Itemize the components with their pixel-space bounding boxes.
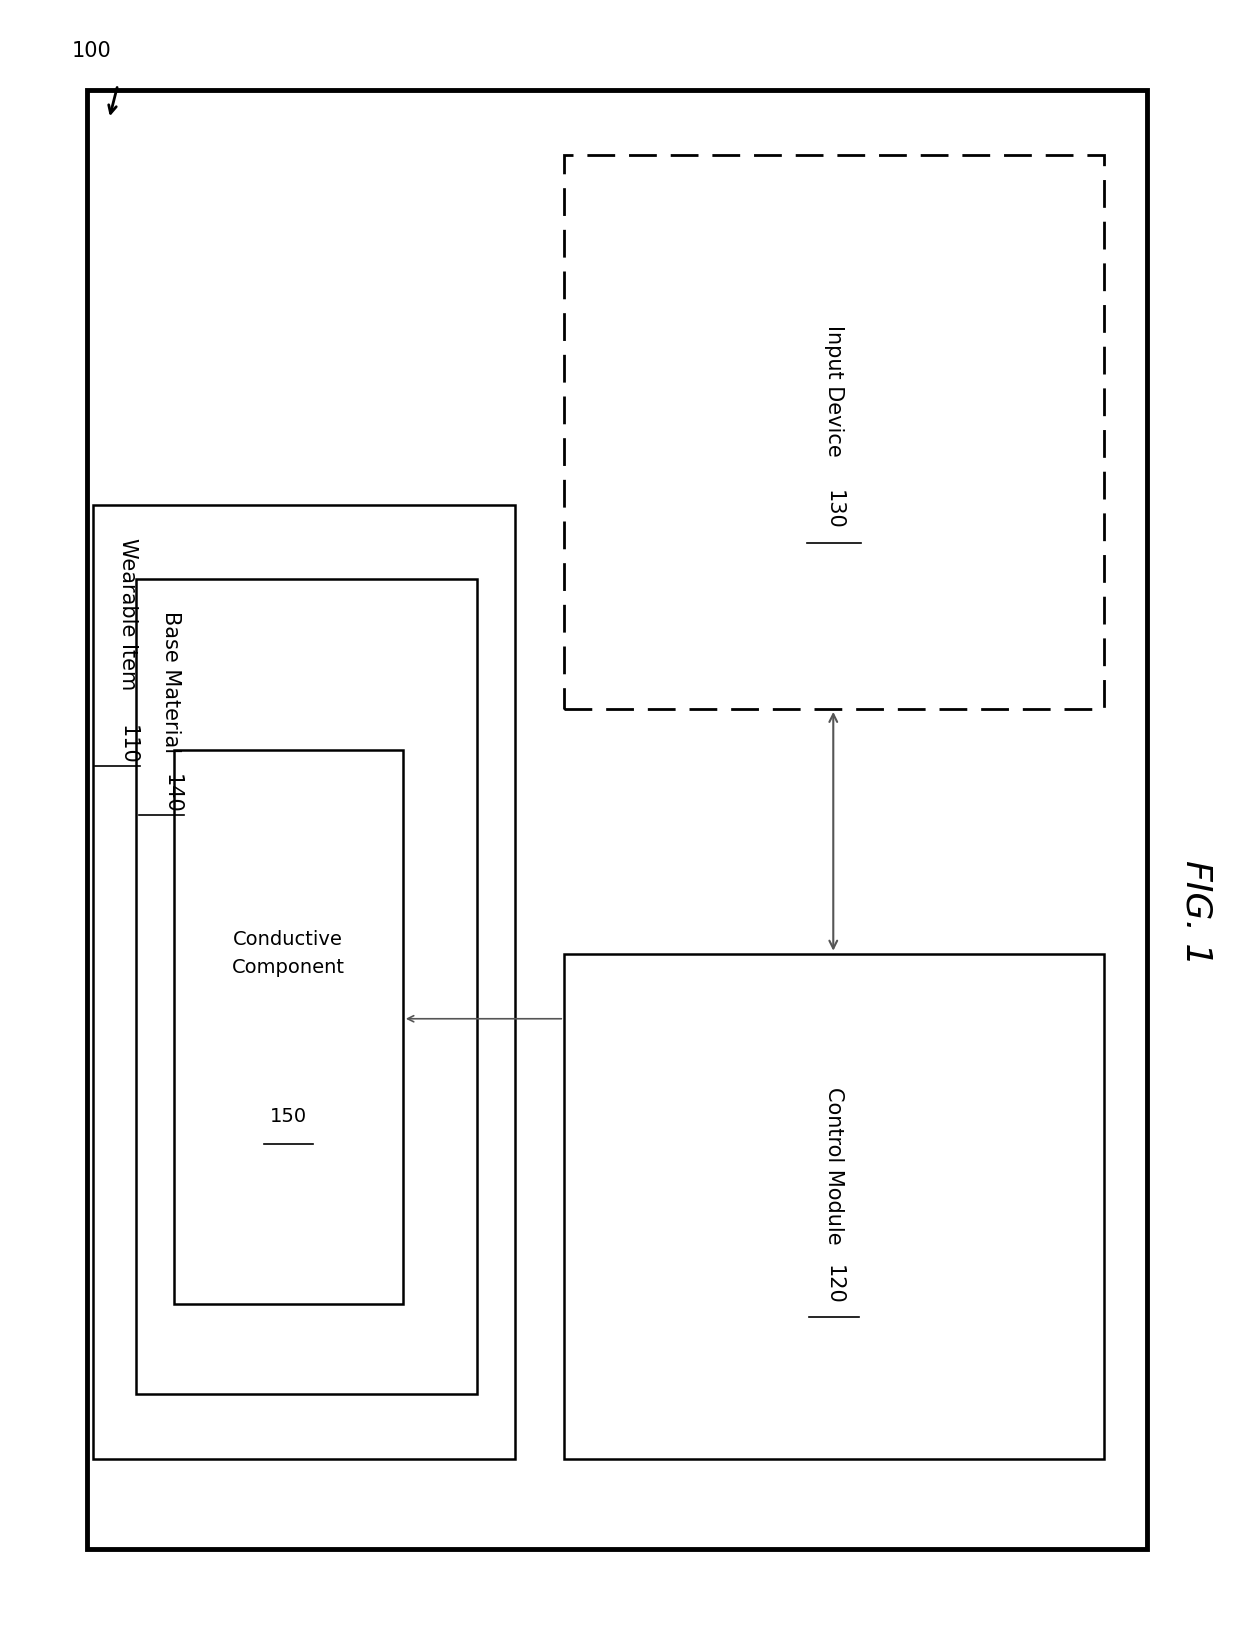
- Text: 150: 150: [270, 1107, 306, 1126]
- Bar: [93, 505, 515, 1459]
- Bar: [136, 579, 477, 1394]
- Text: 130: 130: [823, 491, 844, 530]
- Bar: [564, 954, 1104, 1459]
- Bar: [87, 90, 1147, 1548]
- Text: 100: 100: [72, 41, 112, 60]
- Text: Wearable Item: Wearable Item: [118, 538, 138, 689]
- Text: Input Device: Input Device: [823, 326, 844, 456]
- Text: Conductive
Component: Conductive Component: [232, 931, 345, 976]
- Text: FIG. 1: FIG. 1: [1179, 861, 1214, 965]
- Bar: [564, 155, 1104, 709]
- Text: 110: 110: [118, 725, 138, 764]
- Text: 120: 120: [823, 1265, 844, 1304]
- Text: Base Material: Base Material: [161, 611, 181, 753]
- Text: Control Module: Control Module: [823, 1087, 844, 1244]
- Text: 140: 140: [161, 774, 181, 813]
- Bar: [174, 750, 403, 1304]
